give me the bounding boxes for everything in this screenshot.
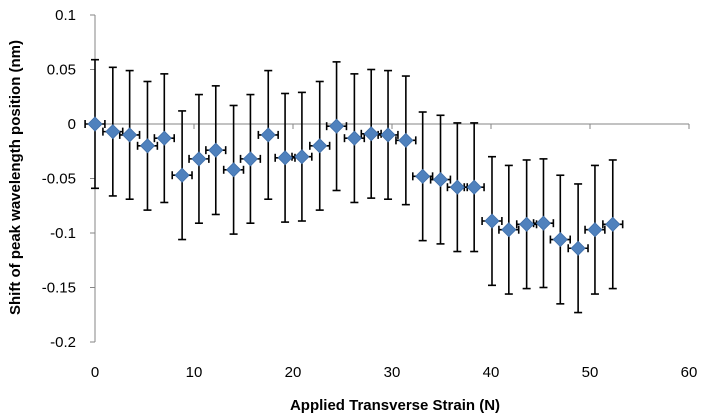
data-point: [587, 222, 603, 238]
data-point: [363, 126, 379, 142]
x-tick-label: 60: [681, 364, 698, 381]
x-tick-label: 20: [285, 364, 302, 381]
data-point: [242, 151, 258, 167]
data-point: [466, 179, 482, 195]
y-tick-label: 0.1: [55, 7, 76, 24]
data-point: [346, 130, 362, 146]
data-point: [139, 138, 156, 154]
data-point: [312, 138, 328, 154]
data-point: [156, 130, 172, 146]
x-axis-title: Applied Transverse Strain (N): [290, 397, 500, 414]
data-point: [432, 172, 449, 188]
x-tick-label: 40: [483, 364, 500, 381]
data-point: [328, 118, 345, 134]
data-points: [87, 116, 621, 256]
data-point: [380, 127, 396, 143]
data-point: [226, 162, 242, 178]
y-axis-title: Shift of peak wavelength position (nm): [7, 40, 24, 315]
data-point: [415, 168, 431, 184]
data-point: [87, 116, 103, 132]
x-axis-ticks: 0 10 20 30 40 50 60: [91, 124, 698, 381]
x-tick-label: 0: [91, 364, 99, 381]
data-point: [535, 215, 552, 231]
y-tick-label: -0.15: [42, 280, 76, 297]
y-axis-ticks: 0.1 0.05 0 -0.05 -0.1 -0.15 -0.2: [42, 7, 95, 351]
x-tick-label: 50: [582, 364, 599, 381]
x-tick-label: 30: [384, 364, 401, 381]
y-tick-label: -0.05: [42, 171, 76, 188]
data-point: [122, 127, 138, 143]
data-point: [208, 142, 224, 158]
data-point: [605, 216, 621, 232]
data-point: [449, 179, 465, 195]
x-tick-label: 10: [186, 364, 203, 381]
data-point: [174, 167, 190, 183]
data-point: [501, 222, 517, 238]
data-point: [570, 240, 586, 256]
y-tick-label: -0.2: [50, 334, 76, 351]
data-point: [277, 150, 293, 166]
data-point: [398, 132, 414, 148]
data-point: [105, 124, 121, 140]
data-point: [552, 231, 568, 248]
y-tick-label: 0.05: [47, 62, 76, 79]
y-tick-label: 0: [68, 116, 76, 133]
data-point: [260, 127, 276, 143]
data-point: [294, 149, 310, 165]
error-bars: [84, 58, 624, 314]
data-point: [519, 216, 535, 232]
data-point: [191, 151, 207, 167]
data-point: [484, 213, 500, 229]
y-tick-label: -0.1: [50, 225, 76, 242]
